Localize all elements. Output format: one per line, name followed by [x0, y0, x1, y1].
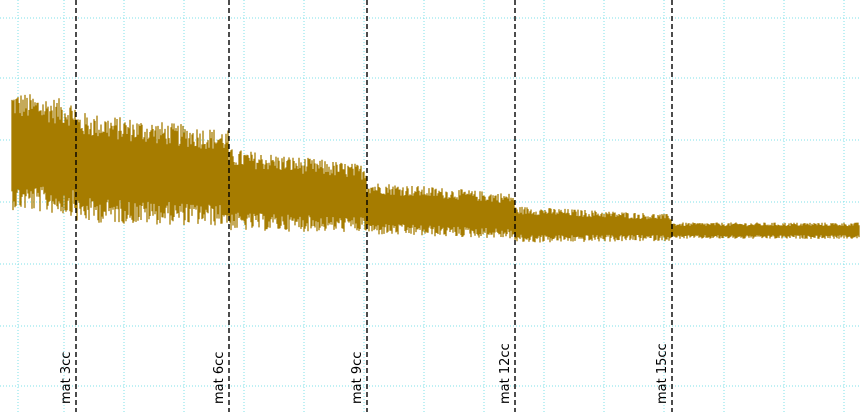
signal-trace: [11, 94, 860, 243]
marker-label-1: mat 3cc: [59, 352, 74, 404]
marker-label-3: mat 9cc: [350, 352, 365, 404]
marker-label-4: mat 12cc: [498, 343, 513, 404]
marker-label-5: mat 15cc: [655, 343, 670, 404]
marker-label-2: mat 6cc: [212, 352, 227, 404]
material-markers: mat 3cc mat 6cc mat 9cc mat 12cc mat 15cc: [59, 0, 673, 412]
signal-waveform: [11, 94, 860, 243]
